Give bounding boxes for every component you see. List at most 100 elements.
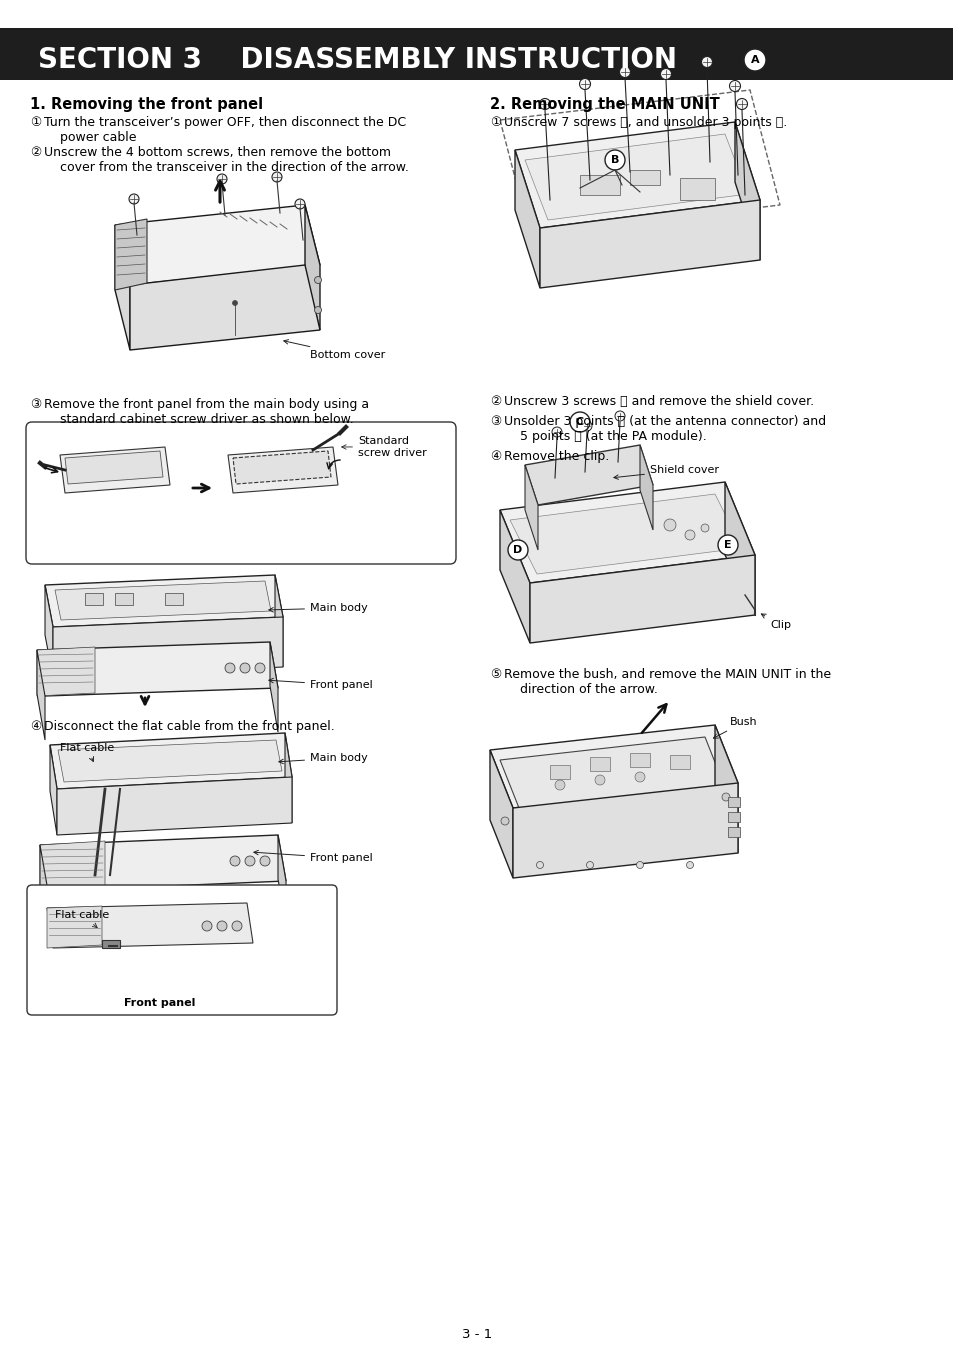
Circle shape (718, 535, 738, 555)
Circle shape (736, 99, 747, 109)
Circle shape (314, 307, 321, 313)
FancyBboxPatch shape (27, 885, 336, 1015)
Text: ⑤: ⑤ (490, 667, 500, 681)
Polygon shape (305, 205, 319, 330)
Polygon shape (37, 647, 95, 696)
Bar (727, 812, 740, 821)
Polygon shape (65, 451, 163, 484)
Circle shape (233, 300, 237, 305)
Polygon shape (639, 444, 652, 530)
Circle shape (232, 921, 242, 931)
Polygon shape (47, 902, 253, 948)
Circle shape (555, 780, 564, 790)
Circle shape (578, 78, 590, 89)
Polygon shape (539, 200, 760, 288)
Circle shape (202, 921, 212, 931)
Circle shape (240, 663, 250, 673)
Circle shape (507, 540, 527, 561)
Circle shape (604, 150, 624, 170)
Polygon shape (228, 447, 337, 493)
Circle shape (581, 422, 592, 431)
Polygon shape (510, 494, 741, 574)
Text: Flat cable: Flat cable (55, 911, 110, 928)
Bar (102, 940, 120, 948)
Circle shape (615, 411, 624, 422)
Polygon shape (490, 725, 738, 808)
Circle shape (225, 663, 234, 673)
Text: 3 - 1: 3 - 1 (461, 1328, 492, 1342)
Circle shape (721, 793, 729, 801)
Circle shape (500, 817, 509, 825)
Circle shape (254, 663, 265, 673)
Bar (550, 765, 569, 780)
Polygon shape (515, 122, 760, 228)
Circle shape (586, 862, 593, 869)
Text: Unscrew the 4 bottom screws, then remove the bottom
    cover from the transceiv: Unscrew the 4 bottom screws, then remove… (44, 146, 409, 174)
Circle shape (686, 862, 693, 869)
Circle shape (700, 57, 712, 68)
Circle shape (294, 199, 305, 209)
Text: SECTION 3    DISASSEMBLY INSTRUCTION: SECTION 3 DISASSEMBLY INSTRUCTION (38, 46, 677, 74)
Polygon shape (47, 907, 102, 948)
Text: Bush: Bush (713, 717, 757, 738)
Text: Shield cover: Shield cover (613, 465, 719, 480)
Bar (91, 871, 113, 880)
Text: ①: ① (490, 116, 500, 128)
Text: E: E (723, 540, 731, 550)
Circle shape (272, 172, 282, 182)
Circle shape (595, 775, 604, 785)
Polygon shape (714, 725, 738, 852)
Polygon shape (115, 205, 319, 285)
Bar (589, 757, 609, 771)
Text: ①: ① (30, 116, 41, 128)
Text: Main body: Main body (278, 753, 367, 763)
Polygon shape (734, 122, 760, 259)
Polygon shape (50, 744, 57, 835)
Text: Standard
screw driver: Standard screw driver (341, 436, 426, 458)
Polygon shape (115, 219, 147, 290)
Bar (165, 593, 183, 605)
Bar (85, 593, 103, 605)
Text: ③: ③ (30, 399, 41, 411)
Polygon shape (233, 451, 331, 484)
Text: Unsolder 3 points Ⓓ (at the antenna connector) and
    5 points Ⓔ (at the PA mod: Unsolder 3 points Ⓓ (at the antenna conn… (503, 415, 825, 443)
Circle shape (260, 857, 270, 866)
Polygon shape (490, 750, 513, 878)
Polygon shape (515, 150, 539, 288)
Polygon shape (37, 650, 45, 740)
Circle shape (729, 81, 740, 92)
Polygon shape (277, 835, 286, 925)
Polygon shape (513, 784, 738, 878)
Polygon shape (40, 842, 105, 892)
Bar (579, 176, 619, 195)
Text: ④: ④ (30, 720, 41, 734)
Polygon shape (45, 585, 53, 677)
Circle shape (230, 857, 240, 866)
Text: Front panel: Front panel (124, 998, 195, 1008)
Text: Front panel: Front panel (269, 678, 373, 690)
Polygon shape (524, 465, 537, 550)
Text: Turn the transceiver’s power OFF, then disconnect the DC
    power cable: Turn the transceiver’s power OFF, then d… (44, 116, 406, 145)
Bar (669, 755, 689, 769)
Text: Disconnect the flat cable from the front panel.: Disconnect the flat cable from the front… (44, 720, 335, 734)
Circle shape (684, 530, 695, 540)
Polygon shape (40, 844, 48, 935)
Text: 1. Removing the front panel: 1. Removing the front panel (30, 97, 263, 112)
Polygon shape (274, 576, 283, 667)
Polygon shape (130, 265, 319, 350)
Bar (679, 178, 714, 200)
Circle shape (539, 99, 550, 109)
Polygon shape (37, 642, 277, 696)
Text: Front panel: Front panel (253, 850, 373, 863)
Polygon shape (57, 777, 292, 835)
Polygon shape (499, 509, 530, 643)
Text: Flat cable: Flat cable (60, 743, 114, 762)
Text: ②: ② (30, 146, 41, 159)
Text: Unscrew 3 screws Ⓒ and remove the shield cover.: Unscrew 3 screws Ⓒ and remove the shield… (503, 394, 813, 408)
Circle shape (216, 921, 227, 931)
Polygon shape (499, 738, 725, 813)
Text: ②: ② (490, 394, 500, 408)
Polygon shape (724, 482, 754, 615)
Circle shape (743, 49, 765, 72)
Polygon shape (50, 734, 292, 789)
